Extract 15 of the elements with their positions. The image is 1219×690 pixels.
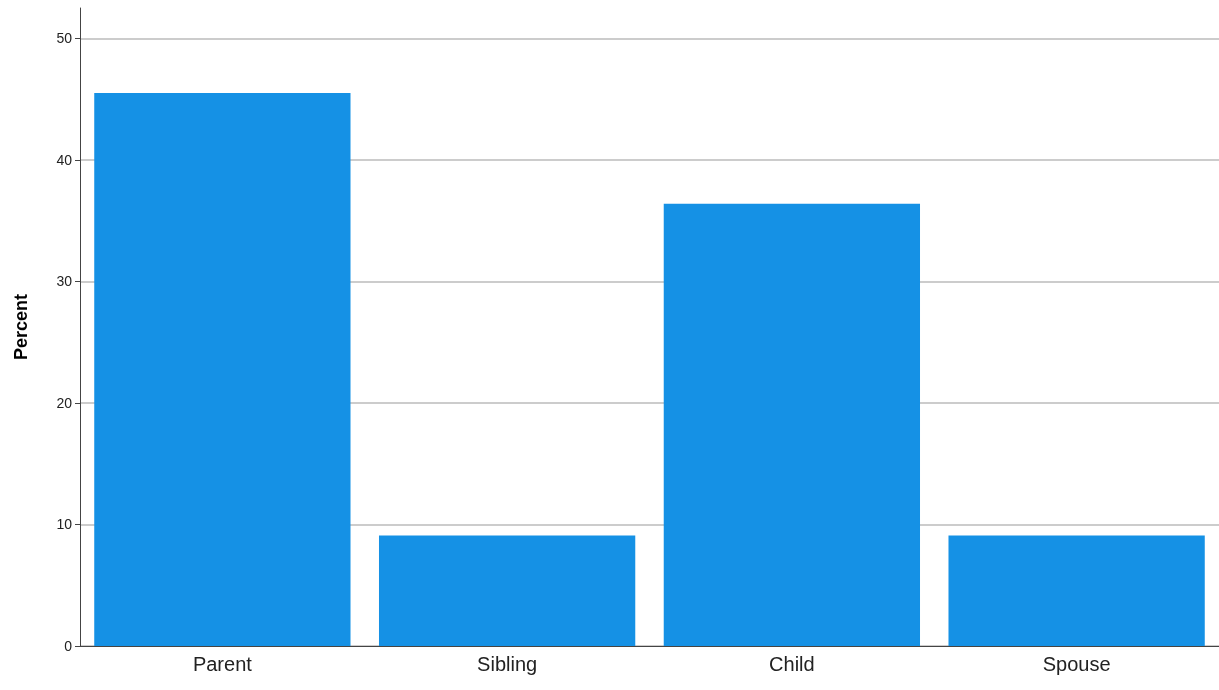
bar [663,203,921,646]
x-tick-label: Sibling [477,653,538,675]
x-tick-label: Spouse [1042,653,1111,675]
y-tick-label: 20 [56,394,73,411]
x-tick-label: Child [769,653,815,675]
y-tick-label: 30 [56,273,73,290]
bar [94,93,351,646]
y-tick-label: 40 [56,151,73,168]
y-tick-label: 50 [56,30,73,47]
bar [948,535,1205,646]
y-axis-title: Percent [11,293,31,361]
y-tick-label: 0 [64,638,73,654]
bar [378,535,636,646]
y-tick-label: 10 [56,516,73,533]
x-tick-label: Parent [192,653,253,675]
